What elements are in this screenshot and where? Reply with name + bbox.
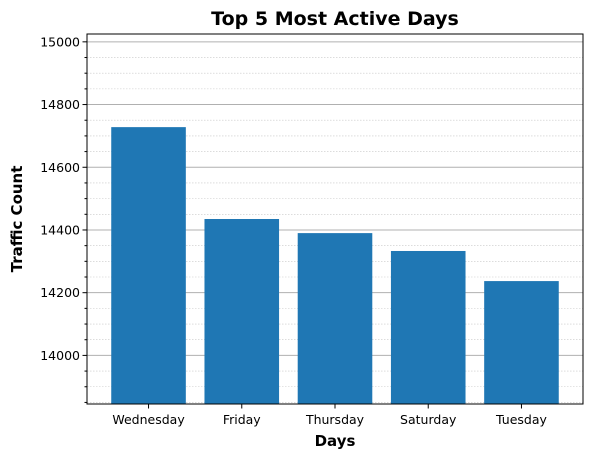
bar-thursday [297,233,373,404]
bar-tuesday [484,281,559,404]
x-tick-label: Tuesday [495,412,547,427]
x-tick-label: Wednesday [112,412,185,427]
y-axis: 14000 14200 14400 14600 14800 15000 [40,34,87,403]
y-tick-label: 14600 [40,160,80,175]
x-tick-label: Thursday [305,412,365,427]
bar-saturday [390,250,466,404]
x-axis: Wednesday Friday Thursday Saturday Tuesday [112,404,547,427]
y-tick-label: 14000 [40,348,80,363]
bar-wednesday [111,127,186,404]
bar-friday [204,219,280,404]
y-tick-label: 14200 [40,285,80,300]
y-axis-label: Traffic Count [8,166,26,273]
x-axis-label: Days [315,432,356,450]
chart-title: Top 5 Most Active Days [211,8,459,30]
y-tick-label: 14800 [40,97,80,112]
x-tick-label: Friday [223,412,261,427]
y-tick-label: 14400 [40,222,80,237]
y-tick-label: 15000 [40,34,80,49]
x-tick-label: Saturday [400,412,457,427]
bars [111,127,559,404]
